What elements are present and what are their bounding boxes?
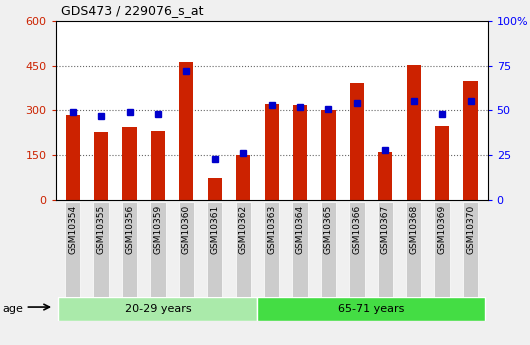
Bar (407, 65, 421, 200)
FancyBboxPatch shape (151, 202, 166, 297)
Bar (151, 131, 165, 200)
Text: age: age (3, 304, 23, 314)
FancyBboxPatch shape (58, 297, 258, 321)
FancyBboxPatch shape (377, 202, 393, 297)
Text: GSM10361: GSM10361 (210, 205, 219, 254)
Text: GSM10366: GSM10366 (352, 205, 361, 254)
FancyBboxPatch shape (264, 202, 279, 297)
Bar (435, 126, 449, 200)
FancyBboxPatch shape (93, 202, 109, 297)
Bar (264, 105, 279, 200)
Bar (236, 155, 250, 200)
Bar (94, 132, 108, 200)
FancyBboxPatch shape (349, 202, 365, 297)
Text: GDS473 / 229076_s_at: GDS473 / 229076_s_at (61, 4, 204, 17)
FancyBboxPatch shape (463, 202, 478, 297)
FancyBboxPatch shape (321, 202, 336, 297)
Text: GSM10369: GSM10369 (438, 205, 447, 254)
Text: GSM10356: GSM10356 (125, 205, 134, 254)
Text: GSM10354: GSM10354 (68, 205, 77, 254)
Bar (378, 152, 392, 200)
Text: GSM10364: GSM10364 (296, 205, 305, 254)
Bar (66, 115, 80, 200)
Text: GSM10370: GSM10370 (466, 205, 475, 254)
Text: GSM10360: GSM10360 (182, 205, 191, 254)
Bar (350, 83, 364, 200)
Bar (122, 127, 137, 200)
Text: GSM10368: GSM10368 (409, 205, 418, 254)
FancyBboxPatch shape (235, 202, 251, 297)
FancyBboxPatch shape (293, 202, 308, 297)
Text: GSM10363: GSM10363 (267, 205, 276, 254)
Bar (208, 178, 222, 200)
FancyBboxPatch shape (122, 202, 137, 297)
Text: 20-29 years: 20-29 years (125, 304, 191, 314)
Text: GSM10362: GSM10362 (238, 205, 248, 254)
Bar (293, 105, 307, 200)
Text: 65-71 years: 65-71 years (338, 304, 404, 314)
FancyBboxPatch shape (435, 202, 450, 297)
Bar (179, 62, 193, 200)
Text: GSM10355: GSM10355 (96, 205, 105, 254)
FancyBboxPatch shape (207, 202, 223, 297)
FancyBboxPatch shape (406, 202, 421, 297)
Text: GSM10367: GSM10367 (381, 205, 390, 254)
Bar (321, 110, 335, 200)
Text: GSM10365: GSM10365 (324, 205, 333, 254)
FancyBboxPatch shape (179, 202, 194, 297)
Text: GSM10359: GSM10359 (154, 205, 163, 254)
FancyBboxPatch shape (258, 297, 485, 321)
FancyBboxPatch shape (65, 202, 81, 297)
Bar (463, 81, 478, 200)
